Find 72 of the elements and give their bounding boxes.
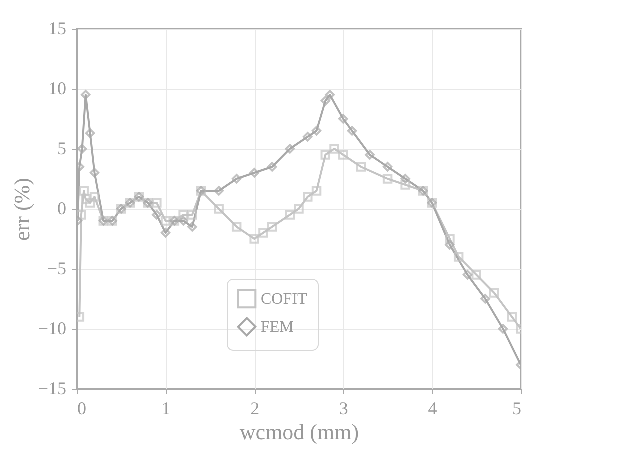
y-tick-label: −5 <box>47 258 66 278</box>
y-tick-label: 15 <box>48 18 66 38</box>
point <box>400 180 410 190</box>
point <box>507 312 517 322</box>
point <box>489 288 500 298</box>
point <box>188 210 198 220</box>
y-tick-label: 10 <box>48 78 66 98</box>
y-tick-label: 5 <box>58 138 66 158</box>
x-axis-title: wcmod (mm) <box>240 420 360 444</box>
x-tick-label: 4 <box>428 398 438 418</box>
point <box>160 228 171 238</box>
point <box>85 198 96 208</box>
y-tick-label: −10 <box>38 318 66 338</box>
point <box>188 222 198 232</box>
y-tick-label: 0 <box>58 198 66 218</box>
point <box>303 192 313 202</box>
point <box>445 234 455 244</box>
point <box>152 210 162 220</box>
point <box>250 234 260 244</box>
point <box>160 216 171 226</box>
point <box>77 210 86 220</box>
point <box>312 126 322 136</box>
point <box>285 210 295 220</box>
point <box>325 90 335 100</box>
point <box>312 186 322 196</box>
point <box>338 150 348 160</box>
point <box>267 222 278 232</box>
point <box>303 132 313 142</box>
point <box>445 240 455 250</box>
x-tick-label: 2 <box>250 398 260 418</box>
legend-label: FEM <box>261 319 294 336</box>
point <box>258 228 268 238</box>
point <box>480 294 490 304</box>
point <box>330 144 340 154</box>
point <box>498 324 508 334</box>
point <box>77 144 88 154</box>
point <box>472 270 482 280</box>
point <box>462 270 473 280</box>
x-tick-label: 3 <box>339 398 348 418</box>
y-tick-label: −15 <box>38 378 66 398</box>
point <box>320 150 331 160</box>
point <box>85 128 96 138</box>
point <box>214 204 224 214</box>
y-axis-title: err (%) <box>9 178 34 241</box>
x-tick-label: 5 <box>512 398 522 418</box>
x-tick-label: 1 <box>162 398 171 418</box>
point <box>81 194 91 204</box>
point <box>454 252 464 262</box>
point <box>347 126 358 136</box>
x-tick-label: 0 <box>78 398 86 418</box>
point <box>267 162 278 172</box>
point <box>320 96 331 106</box>
legend-label: COFIT <box>261 291 308 308</box>
point <box>232 174 242 184</box>
point <box>338 114 348 124</box>
point <box>285 144 295 154</box>
point <box>250 168 260 178</box>
point <box>400 174 410 184</box>
point <box>232 222 242 232</box>
point <box>90 168 100 178</box>
point <box>214 186 224 196</box>
point <box>152 198 162 208</box>
point <box>382 162 393 172</box>
point <box>90 192 100 202</box>
point <box>81 90 91 100</box>
point <box>365 150 375 160</box>
point <box>382 174 393 184</box>
point <box>356 162 366 172</box>
point <box>178 210 188 220</box>
point <box>294 204 304 214</box>
point <box>79 186 89 196</box>
point <box>178 216 188 226</box>
